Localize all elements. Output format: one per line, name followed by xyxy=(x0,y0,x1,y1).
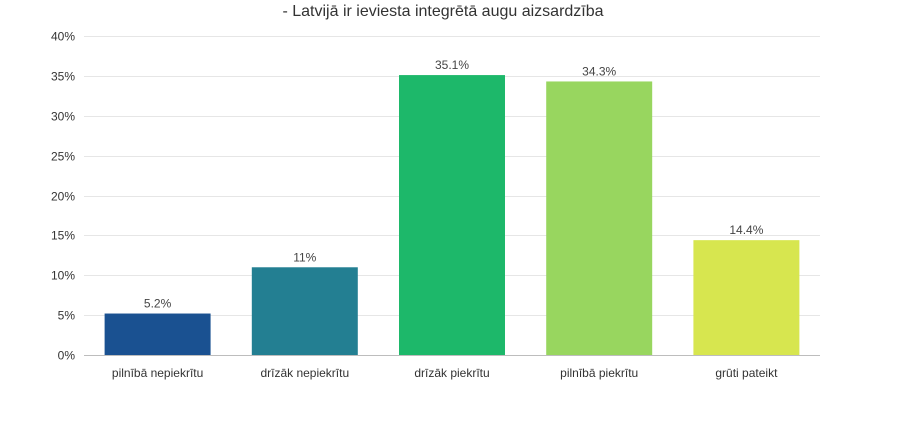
data-label: 34.3% xyxy=(582,64,616,78)
y-tick-label: 30% xyxy=(51,110,75,124)
y-tick-label: 40% xyxy=(51,30,75,44)
x-category-label: drīzāk nepiekrītu xyxy=(260,366,349,380)
bar[interactable] xyxy=(399,75,505,355)
data-label: 11% xyxy=(293,250,316,264)
data-label: 35.1% xyxy=(435,58,469,72)
data-label: 5.2% xyxy=(144,297,172,311)
y-axis-ticks: 0% 5% 10% 15% 20% 25% 30% 35% 40% xyxy=(51,30,75,363)
bar[interactable] xyxy=(546,81,653,356)
x-category-label: grūti pateikt xyxy=(715,366,778,380)
bars xyxy=(104,75,800,356)
x-category-label: pilnībā nepiekrītu xyxy=(112,366,203,380)
y-tick-label: 10% xyxy=(51,269,75,283)
y-tick-label: 35% xyxy=(51,70,75,84)
chart-title: - Latvijā ir ieviesta integrētā augu aiz… xyxy=(282,3,603,20)
data-labels: 5.2% 11% 35.1% 34.3% 14.4% xyxy=(144,58,764,310)
y-tick-label: 25% xyxy=(51,150,75,164)
y-tick-label: 0% xyxy=(58,349,76,363)
y-tick-label: 15% xyxy=(51,229,75,243)
bar[interactable] xyxy=(251,267,358,355)
x-category-label: pilnībā piekrītu xyxy=(560,366,638,380)
y-tick-label: 20% xyxy=(51,190,75,204)
bar[interactable] xyxy=(693,240,800,355)
x-category-label: drīzāk piekrītu xyxy=(414,366,489,380)
x-axis-categories: pilnībā nepiekrītu drīzāk nepiekrītu drīzā… xyxy=(112,366,778,380)
data-label: 14.4% xyxy=(729,223,763,237)
bar[interactable] xyxy=(104,313,211,355)
y-tick-label: 5% xyxy=(58,309,76,323)
